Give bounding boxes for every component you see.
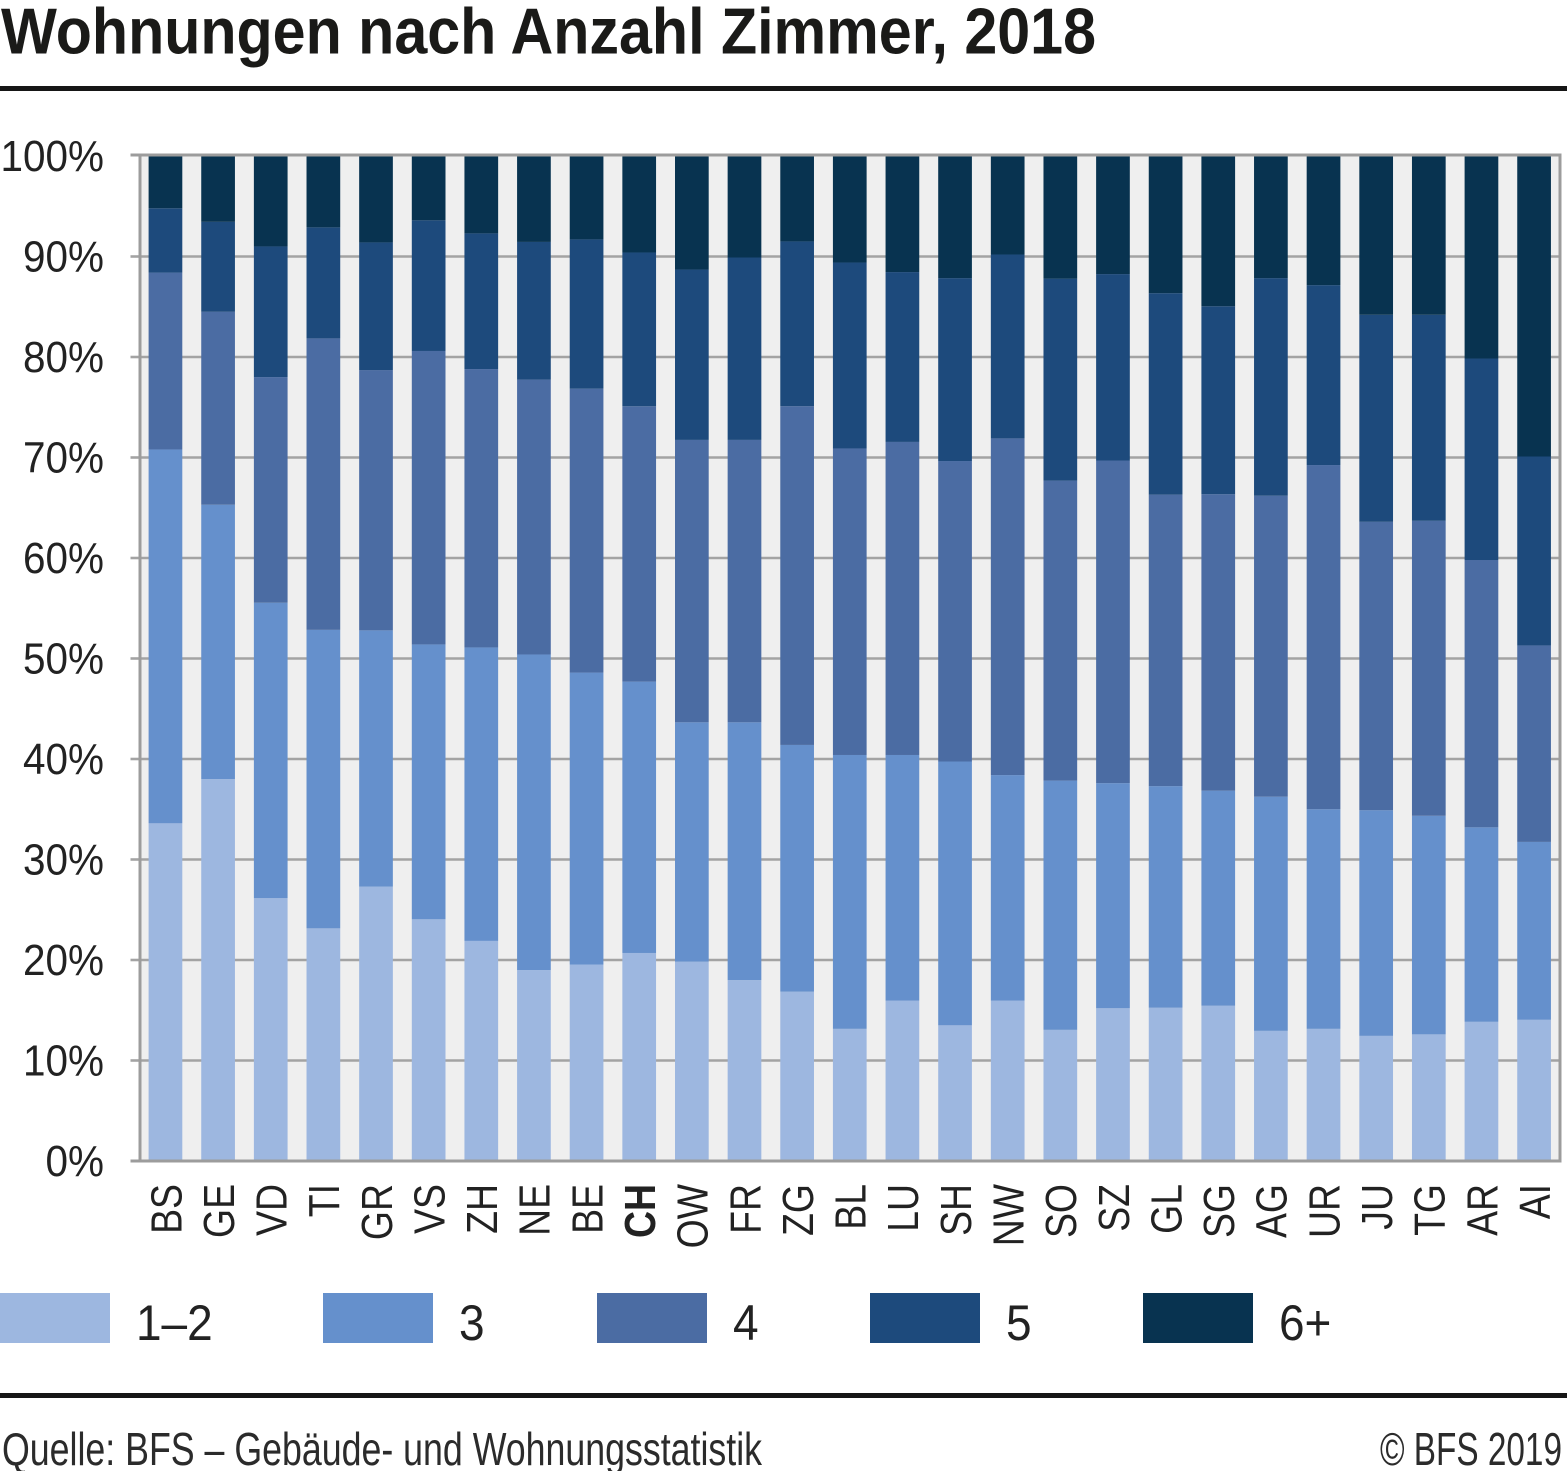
svg-text:LU: LU <box>879 1184 928 1232</box>
svg-text:FR: FR <box>721 1184 770 1234</box>
svg-text:OW: OW <box>669 1184 718 1249</box>
svg-text:VD: VD <box>248 1184 297 1236</box>
svg-text:BE: BE <box>563 1184 612 1234</box>
svg-text:6+: 6+ <box>1279 1295 1331 1351</box>
svg-text:CH: CH <box>616 1184 665 1238</box>
svg-text:GL: GL <box>1142 1184 1191 1234</box>
svg-text:UR: UR <box>1300 1184 1349 1238</box>
svg-text:AG: AG <box>1248 1184 1297 1238</box>
svg-text:GR: GR <box>353 1184 402 1240</box>
svg-text:Quelle: BFS – Gebäude- und Woh: Quelle: BFS – Gebäude- und Wohnungsstati… <box>2 1423 763 1471</box>
svg-text:VS: VS <box>405 1184 454 1234</box>
svg-text:NE: NE <box>511 1184 560 1236</box>
svg-text:AR: AR <box>1458 1184 1507 1236</box>
svg-text:NW: NW <box>984 1184 1033 1247</box>
svg-text:JU: JU <box>1353 1184 1402 1230</box>
svg-text:SZ: SZ <box>1090 1184 1139 1232</box>
svg-text:BS: BS <box>142 1184 191 1234</box>
svg-text:ZH: ZH <box>458 1184 507 1234</box>
svg-text:Wohnungen nach Anzahl Zimmer,: Wohnungen nach Anzahl Zimmer, 2018 <box>1 0 1096 68</box>
svg-text:60%: 60% <box>23 534 104 583</box>
svg-text:100%: 100% <box>1 132 105 181</box>
svg-text:50%: 50% <box>23 635 104 684</box>
svg-text:ZG: ZG <box>774 1184 823 1236</box>
svg-text:30%: 30% <box>23 836 104 885</box>
svg-text:© BFS 2019: © BFS 2019 <box>1380 1423 1562 1471</box>
svg-text:GE: GE <box>195 1184 244 1238</box>
svg-text:SO: SO <box>1037 1184 1086 1238</box>
svg-text:5: 5 <box>1006 1295 1032 1351</box>
svg-text:0%: 0% <box>46 1137 105 1186</box>
svg-text:10%: 10% <box>23 1037 104 1086</box>
svg-text:3: 3 <box>459 1295 485 1351</box>
svg-text:80%: 80% <box>23 333 104 382</box>
svg-text:SG: SG <box>1195 1184 1244 1238</box>
svg-text:20%: 20% <box>23 936 104 985</box>
svg-text:4: 4 <box>733 1295 759 1351</box>
svg-text:AI: AI <box>1511 1184 1560 1219</box>
svg-text:70%: 70% <box>23 434 104 483</box>
svg-text:1–2: 1–2 <box>136 1295 213 1351</box>
svg-text:40%: 40% <box>23 735 104 784</box>
svg-text:TG: TG <box>1406 1184 1455 1236</box>
svg-text:SH: SH <box>932 1184 981 1236</box>
svg-text:BL: BL <box>827 1184 876 1230</box>
svg-text:TI: TI <box>300 1184 349 1217</box>
svg-text:90%: 90% <box>23 233 104 282</box>
